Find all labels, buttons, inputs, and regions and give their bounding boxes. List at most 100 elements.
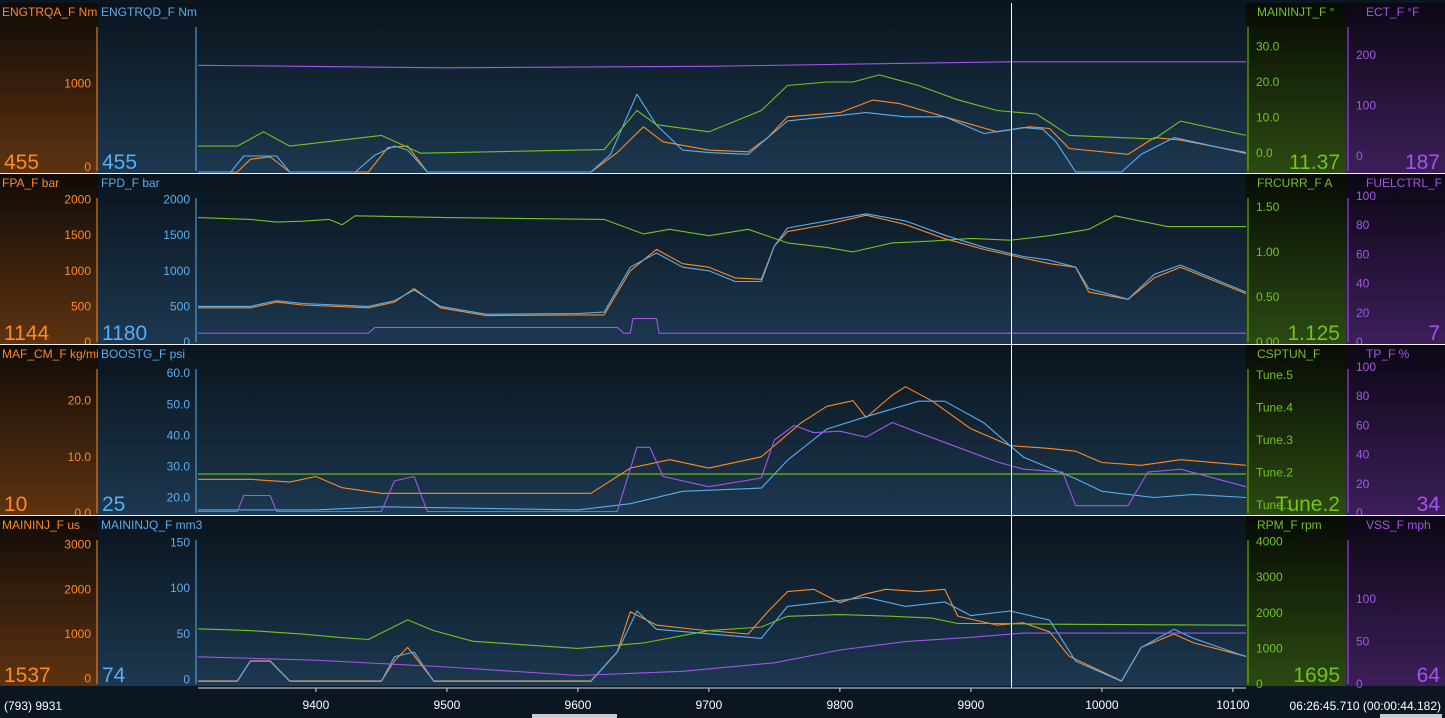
current-value-readout: 10 [4, 493, 27, 516]
current-value-readout: 64 [1417, 664, 1441, 687]
axis-tick-label: 50 [177, 627, 191, 641]
axis-tick-label: 80 [1356, 218, 1370, 232]
current-value-readout: 34 [1417, 493, 1441, 516]
plot-area[interactable] [198, 174, 1246, 344]
plot-area[interactable] [198, 345, 1246, 515]
axis-panel-left1 [0, 345, 98, 515]
axis-tick-label: 500 [71, 299, 91, 313]
axis-tick-label: 100 [1356, 99, 1376, 113]
current-value-readout: 1695 [1293, 664, 1340, 687]
axis-tick-label: 0 [84, 335, 91, 349]
scroll-thumb-right[interactable] [1380, 714, 1442, 718]
x-tick-label: 9400 [303, 698, 330, 712]
axis-panel-right1 [1246, 345, 1346, 515]
axis-tick-label: 100 [170, 581, 190, 595]
x-tick-label: 10000 [1085, 698, 1119, 712]
axis-tick-label: 20.0 [1256, 75, 1280, 89]
axis-panel-right2 [1346, 174, 1445, 344]
series-name-label: ENGTRQA_F Nm [2, 5, 97, 19]
axis-tick-label: 0 [1356, 335, 1363, 349]
series-line [198, 214, 1247, 317]
series-name-label: FRCURR_F A [1257, 176, 1332, 190]
axis-tick-label: 60 [1356, 418, 1370, 432]
current-value-readout: 1180 [102, 322, 147, 345]
series-line [198, 318, 1246, 334]
axis-tick-label: 1000 [64, 264, 91, 278]
series-name-label: VSS_F mph [1366, 518, 1431, 532]
axis-tick-label: 10.0 [68, 450, 92, 464]
axis-panel-left1 [0, 174, 98, 344]
axis-tick-label: 0 [84, 160, 91, 174]
axis-tick-label: 20.0 [68, 394, 92, 408]
axis-tick-label: 2000 [64, 193, 91, 207]
axis-panel-left2 [98, 3, 198, 173]
x-tick-label: 9800 [827, 698, 854, 712]
axis-tick-label: 3000 [1256, 570, 1283, 584]
series-line [197, 215, 1246, 253]
x-tick-label: 9600 [565, 698, 592, 712]
series-line [197, 614, 1247, 649]
axis-tick-label: 0 [84, 672, 91, 686]
series-name-label: TP_F % [1366, 347, 1410, 361]
current-value-readout: 25 [102, 493, 125, 516]
series-name-label: BOOSTG_F psi [101, 347, 185, 361]
status-right: 06:26:45.710 (00:00:44.182) [1290, 699, 1441, 713]
axis-tick-label: 100 [1356, 592, 1376, 606]
axis-tick-label: 0 [1356, 677, 1363, 691]
axis-tick-label: Tune.3 [1256, 433, 1293, 447]
axis-tick-label: 150 [170, 536, 190, 550]
axis-panel-left2 [98, 516, 198, 686]
x-tick-label: 9900 [958, 698, 985, 712]
axis-tick-label: 2000 [64, 582, 91, 596]
status-left: (793) 9931 [4, 699, 62, 713]
series-line [197, 632, 1246, 677]
series-line [198, 596, 1247, 682]
axis-tick-label: 2000 [163, 193, 190, 207]
axis-tick-label: 1.50 [1256, 200, 1280, 214]
horizontal-scrollbar[interactable] [532, 714, 617, 718]
axis-tick-label: 0 [1356, 149, 1363, 163]
axis-tick-label: 500 [170, 299, 190, 313]
x-tick-label: 9500 [434, 698, 461, 712]
axis-tick-label: 30.0 [1256, 39, 1280, 53]
axis-tick-label: 0 [183, 335, 190, 349]
chart-pane-4[interactable]: MAININJ_F us15373000200010000MAININJQ_F … [0, 516, 1445, 691]
axis-tick-label: 50.0 [167, 397, 191, 411]
current-value-readout: 1537 [4, 664, 51, 687]
axis-tick-label: 20.0 [167, 490, 191, 504]
axis-tick-label: 0.0 [1256, 146, 1273, 160]
series-lines [197, 61, 1247, 173]
current-value-readout: 1144 [4, 322, 49, 345]
axis-tick-label: 40 [1356, 277, 1370, 291]
axis-tick-label: 0.50 [1256, 290, 1280, 304]
axis-tick-label: 20 [1356, 477, 1370, 491]
axis-tick-label: 1500 [64, 228, 91, 242]
axis-tick-label: 20 [1356, 306, 1370, 320]
series-name-label: MAININJ_F us [2, 518, 80, 532]
series-line [198, 213, 1247, 315]
axis-tick-label: 100 [1356, 360, 1376, 374]
axis-tick-label: 1.00 [1256, 245, 1280, 259]
series-line [198, 400, 1247, 511]
axis-panel-left2 [98, 345, 198, 515]
plot-area[interactable] [198, 3, 1246, 173]
axis-tick-label: 30.0 [167, 459, 191, 473]
axis-tick-label: 1000 [64, 76, 91, 90]
series-name-label: MAININJQ_F mm3 [101, 518, 203, 532]
plot-area[interactable] [198, 516, 1246, 686]
series-name-label: MAF_CM_F kg/mi [2, 347, 99, 361]
current-value-readout: Tune.2 [1275, 493, 1340, 516]
axis-tick-label: 0 [183, 672, 190, 686]
axis-tick-label: Tune.2 [1256, 465, 1293, 479]
axis-tick-label: 60 [1356, 247, 1370, 261]
series-name-label: ECT_F °F [1366, 5, 1419, 19]
axis-tick-label: 50 [1356, 635, 1370, 649]
axis-tick-label: 200 [1356, 48, 1376, 62]
series-line [198, 74, 1247, 154]
current-value-readout: 187 [1405, 151, 1440, 174]
